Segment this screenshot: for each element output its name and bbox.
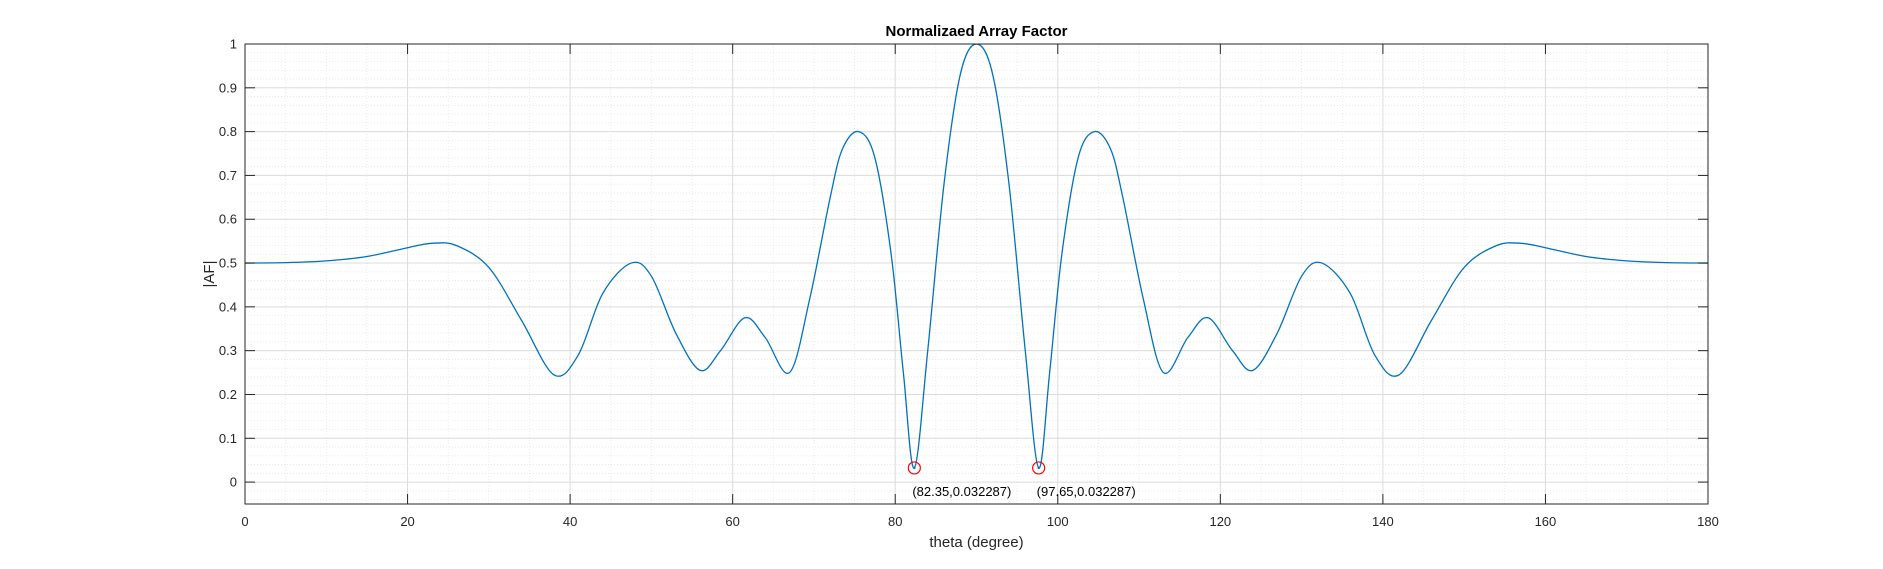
x-tick-label: 100 [1047,514,1069,529]
x-tick-label: 60 [725,514,739,529]
y-tick-label: 0.1 [219,431,237,446]
null-point [1037,466,1040,470]
x-tick-label: 120 [1209,514,1231,529]
x-tick-label: 160 [1535,514,1557,529]
y-tick-label: 0.4 [219,299,237,314]
y-tick-label: 0 [230,475,237,490]
y-axis-label: |AF| [201,261,218,288]
y-tick-label: 0.8 [219,124,237,139]
chart-title: Normalizaed Array Factor [885,23,1067,40]
null-marker-circle [907,461,921,475]
plot-area [245,44,1708,504]
y-tick-label: 0.3 [219,343,237,358]
plot-border [244,43,1709,505]
y-tick-label: 1 [230,37,237,52]
y-tick-label: 0.5 [219,256,237,271]
tick-labels: 0 20 40 60 80 100 120 140 160 180 0 0.1 0.2 0.3 0.4 0.5… [219,37,1719,530]
x-tick-label: 80 [888,514,902,529]
x-axis-label: theta (degree) [929,534,1023,551]
y-tick-label: 0.7 [219,168,237,183]
y-tick-label: 0.6 [219,212,237,227]
null-point [913,466,916,470]
null-markers [907,461,1046,475]
x-tick-label: 140 [1372,514,1394,529]
x-tick-label: 180 [1697,514,1719,529]
y-tick-label: 0.9 [219,80,237,95]
x-tick-label: 40 [563,514,577,529]
null-marker-circle [1032,461,1046,475]
x-tick-label: 20 [400,514,414,529]
x-tick-label: 0 [241,514,248,529]
null-annotation-label: (97.65,0.032287) [1037,484,1136,499]
axis-ticks [244,43,1709,504]
af-series-line [245,44,1708,469]
annotation-labels: (82.35,0.032287) (97.65,0.032287) [912,484,1135,499]
y-tick-label: 0.2 [219,387,237,402]
null-annotation-label: (82.35,0.032287) [912,484,1011,499]
